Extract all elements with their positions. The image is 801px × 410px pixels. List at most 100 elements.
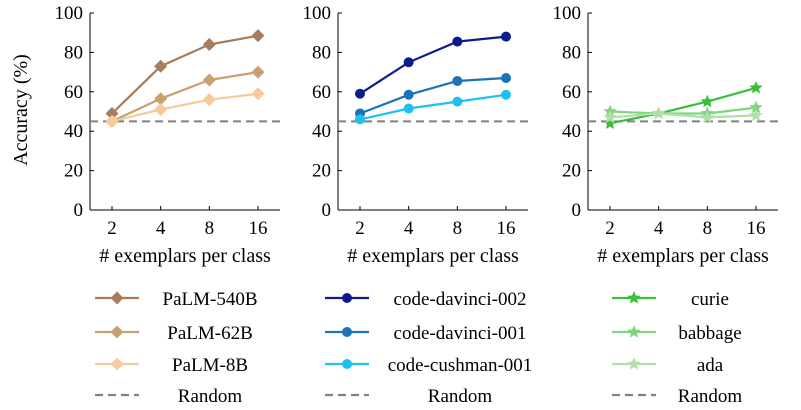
data-point [251,29,265,43]
data-point [355,114,365,125]
data-point [251,65,265,79]
data-point [202,93,216,107]
y-tick-label: 0 [74,200,84,221]
legend-item-palm-62b: PaLM-62B [95,323,253,344]
legend-marker [110,325,124,339]
legend-marker [627,357,641,370]
data-point [105,106,119,120]
series-line [359,93,507,121]
series-palm-8b [105,87,265,128]
y-tick-label: 60 [64,82,83,103]
x-tick-label: 8 [703,218,713,239]
data-point [749,108,763,122]
x-tick-label: 16 [747,218,766,239]
legend-label: code-cushman-001 [388,355,533,376]
y-tick-label: 20 [64,161,83,182]
y-tick-label: 80 [64,42,83,63]
legend: PaLM-540BPaLM-62BPaLM-8BRandomcode-davin… [95,289,742,407]
panel-gpt3: 0 20 40 60 80 100 2 4 8 16 # exemplars per class [553,3,778,267]
x-axis-label: # exemplars per class [597,245,769,267]
legend-item-random: Random [325,386,492,407]
y-tick-label: 20 [312,161,331,182]
legend-item-code-davinci-002: code-davinci-002 [325,289,526,310]
legend-column: curie babbage ada Random [612,289,742,407]
legend-marker [342,359,352,369]
legend-label: Random [428,386,493,407]
legend-item-palm-8b: PaLM-8B [95,355,248,376]
data-point [202,38,216,52]
x-tick-label: 16 [497,218,516,239]
data-point [105,114,119,128]
series-code-davinci-001 [355,73,511,119]
data-point [700,94,714,108]
data-point [700,110,714,124]
legend-item-random: Random [612,386,742,407]
legend-label: code-davinci-001 [394,323,527,344]
series-palm-540b [105,29,265,120]
y-tick-label: 40 [312,121,331,142]
legend-label: Random [678,386,743,407]
data-point [403,57,414,68]
legend-column: PaLM-540B PaLM-62B PaLM-8B Random [95,289,258,407]
x-tick-label: 4 [156,218,166,239]
legend-column: code-davinci-002 code-davinci-001 code-cus… [325,289,532,407]
data-point [501,89,511,100]
legend-item-babbage: babbage [612,323,742,344]
data-point [251,87,265,101]
data-point [355,88,365,99]
series-line [111,71,259,123]
series-curie [603,80,763,129]
data-point [501,31,511,42]
legend-item-code-cushman-001: code-cushman-001 [325,355,532,376]
series-line [609,106,757,115]
series-line [609,112,757,119]
x-tick-label: 8 [205,218,215,239]
series-line [111,34,259,115]
legend-label: Random [178,386,243,407]
panel-codex: 0 20 40 60 80 100 2 4 8 16 # exemplars per class [303,3,528,267]
x-axis-label: # exemplars per class [99,245,271,267]
y-tick-label: 100 [553,3,582,24]
y-tick-label: 0 [322,200,332,221]
data-point [154,103,168,117]
x-tick-label: 8 [453,218,463,239]
y-tick-label: 80 [562,42,581,63]
legend-label: PaLM-540B [163,289,258,310]
data-point [154,92,168,106]
legend-label: code-davinci-002 [394,289,527,310]
legend-marker [110,357,124,371]
x-tick-label: 2 [107,218,117,239]
legend-marker [342,327,352,337]
legend-item-curie: curie [612,289,729,310]
legend-item-ada: ada [612,355,724,376]
y-tick-label: 80 [312,42,331,63]
legend-item-random: Random [95,386,242,407]
data-point [403,103,414,114]
data-point [452,75,463,86]
data-point [652,106,666,120]
legend-label: ada [697,355,724,376]
y-tick-label: 100 [303,3,332,24]
x-axis-label: # exemplars per class [347,245,519,267]
y-tick-label: 20 [562,161,581,182]
data-point [403,89,414,100]
x-tick-label: 4 [654,218,664,239]
data-point [202,73,216,87]
legend-label: babbage [678,323,741,344]
data-point [452,36,463,47]
data-point [603,116,617,129]
y-tick-label: 60 [312,82,331,103]
legend-label: curie [691,289,729,310]
series-line [609,86,757,125]
y-tick-label: 60 [562,82,581,103]
y-axis-label: Accuracy (%) [10,54,32,166]
y-tick-label: 40 [64,121,83,142]
legend-marker [342,293,352,303]
x-tick-label: 2 [605,218,615,239]
series-ada [603,106,763,124]
data-point [501,73,511,84]
legend-item-code-davinci-001: code-davinci-001 [325,323,526,344]
legend-label: PaLM-8B [172,355,248,376]
data-point [603,110,617,124]
